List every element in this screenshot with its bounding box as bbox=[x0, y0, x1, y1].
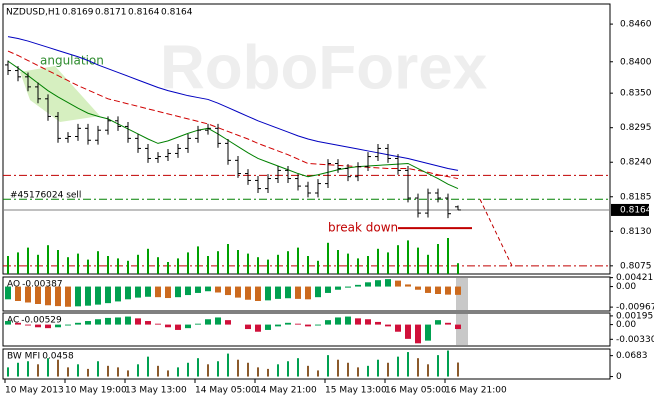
indicator-panel bbox=[2, 312, 611, 347]
y-tick-label: 0.00421 bbox=[616, 273, 653, 283]
symbol: NZDUSD,H1 bbox=[6, 8, 60, 18]
y-tick-label: 0.8295 bbox=[620, 123, 652, 133]
y-tick-label: 0.8075 bbox=[620, 261, 652, 271]
moving-average bbox=[7, 36, 459, 171]
quote-value: 0.8169 bbox=[62, 8, 94, 18]
y-tick-label: 0 bbox=[616, 372, 622, 382]
indicator-name: BW MFI bbox=[7, 352, 40, 362]
moving-average bbox=[7, 50, 459, 180]
x-tick-label: 10 May 2013 bbox=[5, 386, 64, 396]
y-tick-label: 0.00195 bbox=[616, 311, 653, 321]
quote-value: 0.8164 bbox=[161, 8, 193, 18]
angulation-area bbox=[20, 66, 100, 122]
quote-value: 0.8171 bbox=[95, 8, 127, 18]
indicator-panel bbox=[2, 348, 611, 380]
bid-box bbox=[611, 203, 649, 216]
y-tick-label: 0.00 bbox=[616, 320, 636, 330]
y-tick-label: -0.00330 bbox=[616, 335, 654, 345]
x-tick-label: 13 May 13:00 bbox=[125, 386, 187, 396]
indicator-name: AO bbox=[7, 280, 20, 290]
y-tick-label: -0.00967 bbox=[616, 303, 654, 313]
x-tick-label: 16 May 21:00 bbox=[445, 386, 507, 396]
y-tick-label: 0.8240 bbox=[620, 158, 652, 168]
x-tick-label: 15 May 13:00 bbox=[325, 386, 387, 396]
angulation-label: angulation bbox=[40, 54, 104, 68]
indicator-value: -0.00387 bbox=[22, 280, 62, 290]
indicator-value: -0.00529 bbox=[21, 316, 62, 326]
moving-average bbox=[7, 60, 459, 190]
y-tick-label: 0.8185 bbox=[620, 192, 652, 202]
x-tick-label: 14 May 05:00 bbox=[195, 386, 257, 396]
x-tick-label: 14 May 21:00 bbox=[255, 386, 317, 396]
x-tick-label: 10 May 19:00 bbox=[65, 386, 127, 396]
y-tick-label: 0.8130 bbox=[620, 227, 652, 237]
x-tick-label: 16 May 05:00 bbox=[385, 386, 447, 396]
projection bbox=[479, 199, 513, 267]
highlight bbox=[456, 314, 468, 345]
bid-label: 0.8164 bbox=[620, 205, 652, 215]
watermark: RoboForex bbox=[160, 33, 488, 102]
quote-value: 0.8164 bbox=[128, 8, 160, 18]
highlight bbox=[456, 278, 468, 310]
indicator-name: AC bbox=[7, 316, 19, 326]
break-down-label: break down bbox=[328, 221, 398, 235]
main-panel bbox=[2, 3, 611, 275]
y-tick-label: 0.8460 bbox=[620, 20, 652, 30]
y-tick-label: 0.8400 bbox=[620, 57, 652, 67]
indicator-value: 0.0458 bbox=[42, 352, 74, 362]
y-tick-label: 0.00 bbox=[616, 282, 636, 292]
indicator-panel bbox=[2, 276, 611, 312]
y-tick-label: 0.0683 bbox=[616, 351, 648, 361]
y-tick-label: 0.8350 bbox=[620, 89, 652, 99]
order-label: #45176024 sell bbox=[10, 191, 81, 201]
